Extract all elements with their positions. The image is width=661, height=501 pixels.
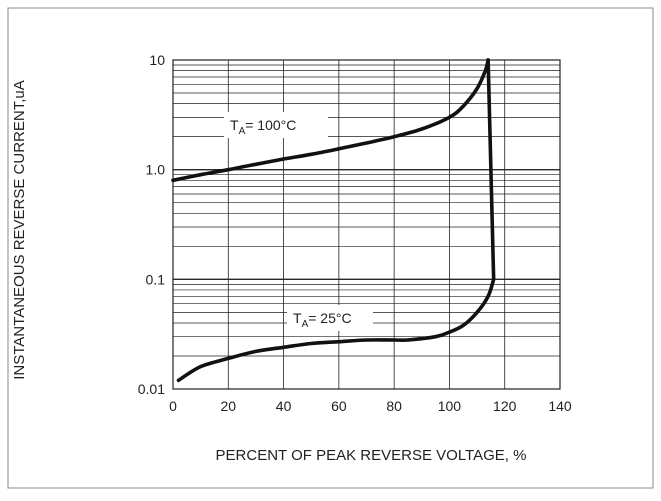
x-tick-label: 80 [386,398,402,414]
x-tick-label: 60 [331,398,347,414]
x-tick-label: 0 [169,398,177,414]
y-tick-label: 0.01 [138,381,165,397]
curve-labels: TA= 100°C TA= 25°C [224,112,373,331]
y-axis-label: INSTANTANEOUS REVERSE CURRENT,uA [11,80,28,380]
x-axis-label: PERCENT OF PEAK REVERSE VOLTAGE, % [216,447,527,464]
label-100c: TA= 100°C [230,117,296,137]
x-tick-label: 140 [548,398,572,414]
y-tick-label: 10 [149,52,165,68]
tick-labels: 0 20 40 60 80 100 120 140 0.01 0.1 1.0 10 [138,52,572,414]
curve-label-bg [224,112,328,138]
curves [171,58,496,383]
chart-border [7,7,654,489]
curve-label-bg [287,305,373,331]
y-tick-label: 1.0 [146,162,166,178]
curve-100c [171,58,490,183]
curve-25c [176,277,496,383]
label-25c: TA= 25°C [293,310,352,330]
x-tick-label: 100 [438,398,462,414]
x-tick-label: 120 [493,398,517,414]
plot-area [172,59,561,390]
connector-line [486,58,496,282]
y-tick-label: 0.1 [146,271,166,287]
x-tick-label: 40 [276,398,292,414]
x-tick-label: 20 [220,398,236,414]
